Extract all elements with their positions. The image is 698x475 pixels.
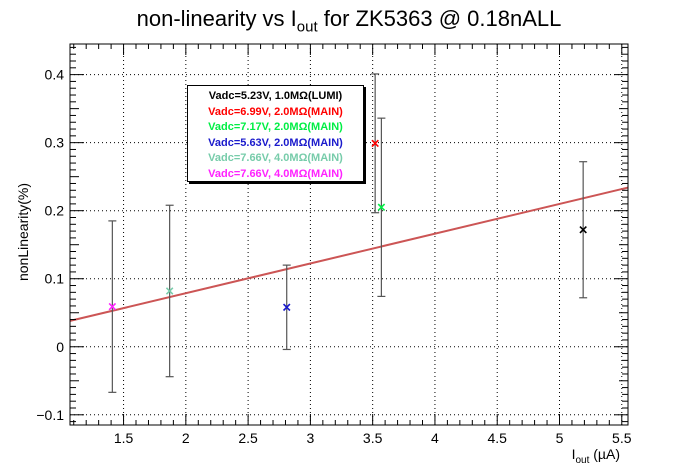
legend-entry-1: Vadc=5.23V, 1.0MΩ(LUMI) [208,90,343,102]
marker-stroke [108,302,117,311]
x-tick-label: 2.5 [238,430,258,446]
legend-entry-3: Vadc=7.17V, 2.0MΩ(MAIN) [208,121,343,133]
y-tick-label: −0.1 [36,407,64,423]
x-tick-label: 3.5 [363,430,383,446]
data-point-1 [579,225,587,234]
y-tick-label: 0.2 [45,203,65,219]
legend-entry-2: Vadc=6.99V, 2.0MΩ(MAIN) [208,105,343,118]
y-tick-label: 0 [56,339,64,355]
x-tick-label: 2 [182,430,190,446]
marker-stroke [282,303,291,312]
x-tick-label: 5.5 [612,430,632,446]
chart-title: non-linearity vs Iout for ZK5363 @ 0.18n… [136,6,562,36]
marker-stroke [165,287,174,295]
data-points [108,73,588,393]
tick-labels: 1.5 2 2.5 3 3.5 4 4.5 5 5.5 −0.1 0 0.1 0.2 0.3 0.4 [36,67,631,446]
y-axis-label: nonLinearity(%) [15,182,31,282]
y-tick-label: 0.4 [45,67,65,83]
data-point-2 [371,139,379,148]
x-tick-label: 3 [306,430,314,446]
data-point-6 [108,302,117,311]
x-tick-label: 4.5 [487,430,507,446]
data-point-4 [282,303,291,312]
fit-line [69,186,629,322]
marker-stroke [579,225,587,234]
x-tick-label: 5 [556,430,564,446]
fit-line-group [69,186,629,322]
y-tick-label: 0.3 [45,135,65,151]
legend: Vadc=5.23V, 1.0MΩ(LUMI) Vadc=6.99V, 2.0M… [187,85,364,182]
marker-stroke [377,203,386,212]
x-tick-label: 4 [431,430,439,446]
axis-ticks [70,44,628,425]
x-axis-label: Iout (µA) [571,446,620,466]
data-point-5 [165,287,174,295]
legend-entry-4: Vadc=5.63V, 2.0MΩ(MAIN) [208,136,343,149]
data-point-3 [377,203,386,212]
x-tick-label: 1.5 [114,430,134,446]
plot-frame [69,43,629,426]
legend-entry-6: Vadc=7.66V, 4.0MΩ(MAIN) [208,167,343,180]
marker-stroke [371,139,379,148]
y-tick-label: 0.1 [45,271,65,287]
legend-entry-5: Vadc=7.66V, 4.0MΩ(MAIN) [208,152,343,164]
